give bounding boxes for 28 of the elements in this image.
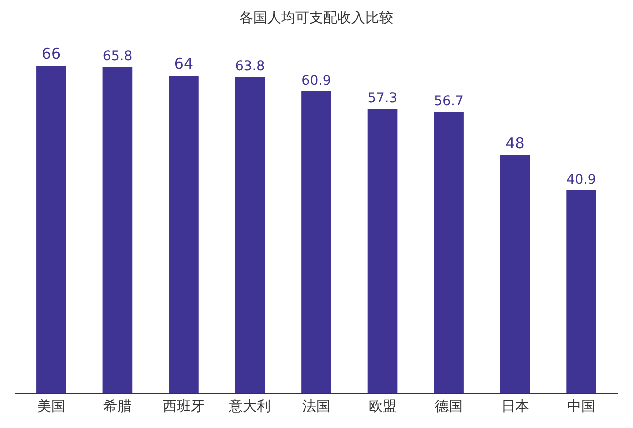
data-label: 56.7 bbox=[434, 94, 464, 110]
data-label: 66 bbox=[42, 45, 61, 64]
chart-title: 各国人均可支配收入比较 bbox=[240, 10, 394, 27]
data-label: 65.8 bbox=[102, 50, 133, 65]
x-tick-label: 意大利 bbox=[228, 398, 272, 415]
bar bbox=[500, 155, 530, 393]
x-tick-label: 法国 bbox=[302, 398, 330, 415]
bar bbox=[169, 76, 199, 393]
bar bbox=[302, 91, 332, 393]
bar bbox=[368, 109, 398, 393]
data-label: 57.3 bbox=[368, 92, 398, 107]
x-tick-label: 中国 bbox=[568, 398, 596, 415]
x-tick-label: 希腊 bbox=[104, 398, 132, 415]
bar bbox=[235, 77, 266, 393]
x-tick-label: 西班牙 bbox=[162, 398, 205, 415]
x-tick-label: 欧盟 bbox=[368, 398, 397, 415]
data-label: 60.9 bbox=[302, 74, 332, 89]
x-tick-label: 德国 bbox=[435, 398, 464, 415]
bar bbox=[102, 67, 133, 393]
data-label: 64 bbox=[174, 55, 194, 74]
bar bbox=[434, 112, 464, 393]
x-tick-label: 美国 bbox=[37, 398, 66, 415]
x-tick-label: 日本 bbox=[501, 398, 530, 415]
data-label: 40.9 bbox=[566, 172, 596, 188]
data-label: 63.8 bbox=[235, 59, 266, 74]
data-label: 48 bbox=[506, 134, 525, 152]
bar bbox=[566, 190, 596, 393]
bar bbox=[36, 66, 66, 393]
